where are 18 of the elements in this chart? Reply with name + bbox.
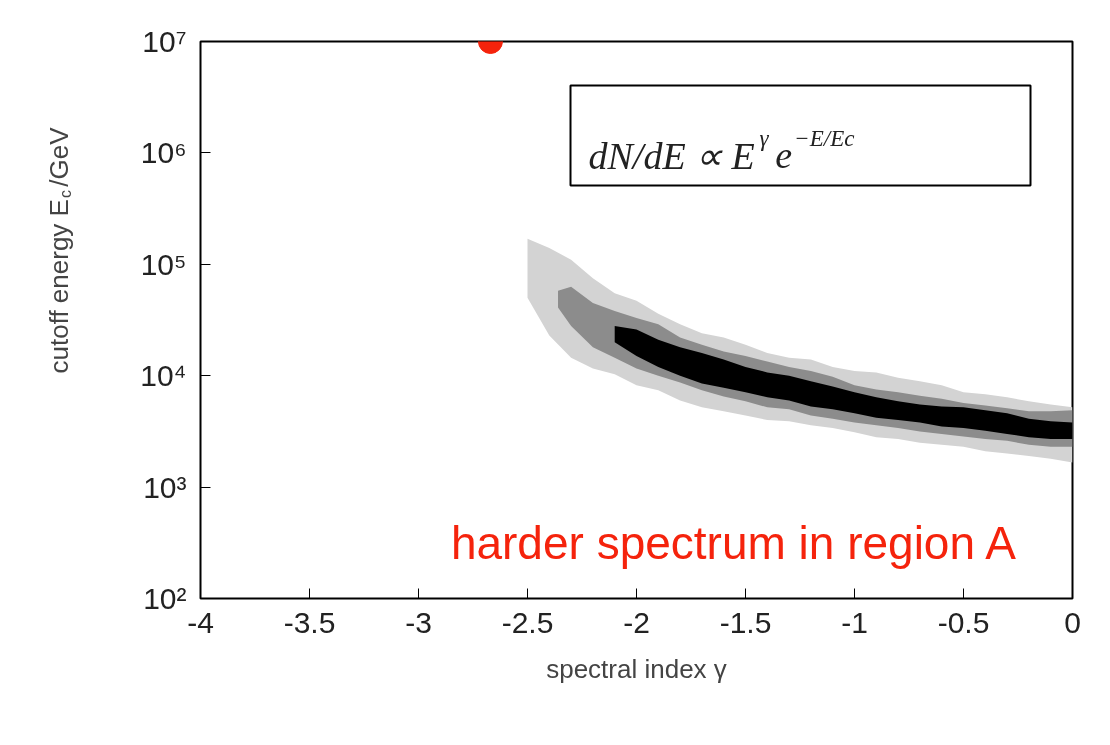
x-tick-label: -0.5 (937, 605, 990, 639)
x-tick-label: -3.5 (283, 605, 336, 639)
y-tick-label: 10² (143, 582, 187, 615)
y-tick-label: 10⁴ (140, 359, 187, 393)
y-tick-label: 10³ (143, 470, 187, 504)
y-axis-title: cutoff energy Ec/GeV (43, 126, 74, 374)
y-tick-label: 10⁷ (142, 25, 187, 58)
x-tick-label: -4 (187, 605, 214, 639)
x-tick-label: -2 (623, 605, 650, 639)
x-tick-label: 0 (1064, 605, 1081, 639)
x-tick-label: -1 (841, 605, 868, 639)
x-tick-label: -2.5 (501, 605, 554, 639)
annotation: harder spectrum in region A (450, 516, 1017, 569)
x-tick-label: -3 (405, 605, 432, 639)
y-tick-label: 10⁶ (140, 136, 187, 170)
x-axis-title: spectral index γ (546, 653, 727, 684)
x-tick-label: -1.5 (719, 605, 772, 639)
y-tick-label: 10⁵ (140, 247, 187, 281)
